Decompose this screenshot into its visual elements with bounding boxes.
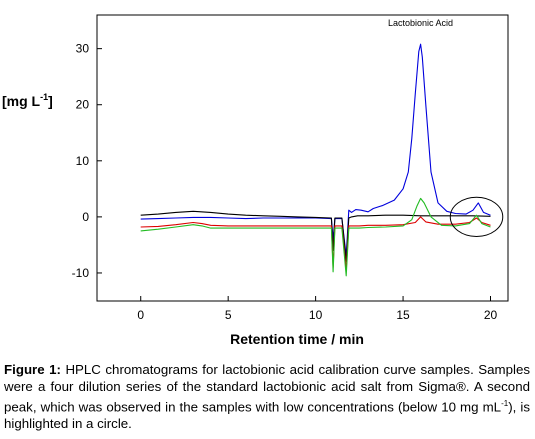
- highlight-circle: [449, 196, 504, 238]
- y-tick-label: 0: [82, 210, 89, 224]
- plot-area: [96, 14, 509, 302]
- x-tick-label: 10: [309, 308, 323, 322]
- series-line-3: [140, 216, 491, 271]
- y-tick-label: -10: [72, 266, 90, 280]
- chromatogram-chart: 0 5 10 15 20 -10 0 10 20 30 Lactobionic Acid [mg …: [2, 14, 509, 347]
- y-axis-title-base: [mg L: [2, 93, 41, 109]
- x-tick-label: 20: [484, 308, 498, 322]
- series-line-4: [140, 197, 491, 277]
- series-layer: [140, 43, 491, 277]
- series-line-2: [140, 210, 491, 263]
- y-axis-title: [mg L-1]: [2, 92, 53, 109]
- y-tick-label: 20: [76, 98, 90, 112]
- caption-sup: -1: [501, 399, 509, 408]
- caption-tail: ), is highlighted in a circle.: [4, 399, 530, 432]
- y-axis-title-sup: -1: [40, 92, 48, 102]
- figure-caption: Figure 1: HPLC chromatograms for lactobi…: [4, 361, 530, 432]
- x-tick-label: 5: [225, 308, 232, 322]
- peak-annotation: Lactobionic Acid: [388, 18, 453, 28]
- x-axis-title: Retention time / min: [230, 331, 364, 347]
- annotation-layer: Lactobionic Acid: [388, 18, 504, 238]
- x-tick-label: 15: [396, 308, 410, 322]
- series-line-1: [140, 43, 491, 257]
- axis-ticks: 0 5 10 15 20 -10 0 10 20 30: [72, 42, 498, 322]
- x-tick-label: 0: [137, 308, 144, 322]
- y-tick-label: 30: [76, 42, 90, 56]
- y-tick-label: 10: [76, 154, 90, 168]
- y-axis-title-close: ]: [48, 93, 53, 109]
- caption-text: HPLC chromatograms for lactobionic acid …: [4, 362, 530, 415]
- caption-label: Figure 1:: [4, 362, 61, 377]
